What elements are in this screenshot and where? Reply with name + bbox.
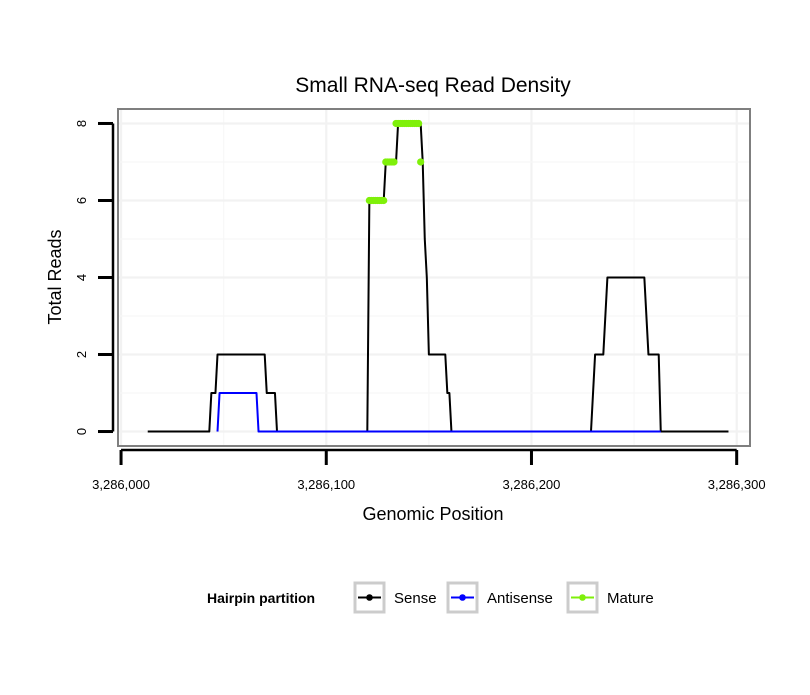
x-tick-label: 3,286,200 xyxy=(503,477,561,492)
y-tick-label: 4 xyxy=(74,274,89,281)
legend-key-point-mature xyxy=(579,594,586,601)
y-tick-label: 6 xyxy=(74,197,89,204)
plot-panel-border xyxy=(117,108,751,447)
legend-label-mature: Mature xyxy=(607,590,654,607)
legend-items: Sense Antisense Mature xyxy=(353,581,654,614)
antisense-line xyxy=(216,392,661,433)
legend-key-point-sense xyxy=(366,594,373,601)
legend-label-sense: Sense xyxy=(394,590,437,607)
y-axis: 0 2 4 6 8 xyxy=(74,120,115,435)
x-axis-title: Genomic Position xyxy=(362,504,503,524)
plot-grid xyxy=(119,110,749,445)
mature-point xyxy=(380,196,388,205)
mature-point xyxy=(417,158,425,166)
legend: Hairpin partition Sense Antisense Mature xyxy=(207,581,654,614)
legend-label-antisense: Antisense xyxy=(487,590,553,607)
x-tick-label: 3,286,100 xyxy=(297,477,355,492)
y-tick-label: 2 xyxy=(74,351,89,358)
mature-point xyxy=(390,158,398,166)
y-tick-label: 8 xyxy=(74,120,89,127)
x-axis: 3,286,000 3,286,100 3,286,200 3,286,300 xyxy=(92,448,766,492)
y-axis-title: Total Reads xyxy=(45,229,65,324)
legend-key-point-antisense xyxy=(459,594,466,601)
series-points xyxy=(365,119,425,205)
y-tick-label: 0 xyxy=(74,428,89,435)
mature-point xyxy=(415,119,423,128)
chart-title: Small RNA-seq Read Density xyxy=(295,74,571,97)
x-tick-label: 3,286,000 xyxy=(92,477,150,492)
x-tick-label: 3,286,300 xyxy=(708,477,766,492)
legend-title: Hairpin partition xyxy=(207,590,315,606)
